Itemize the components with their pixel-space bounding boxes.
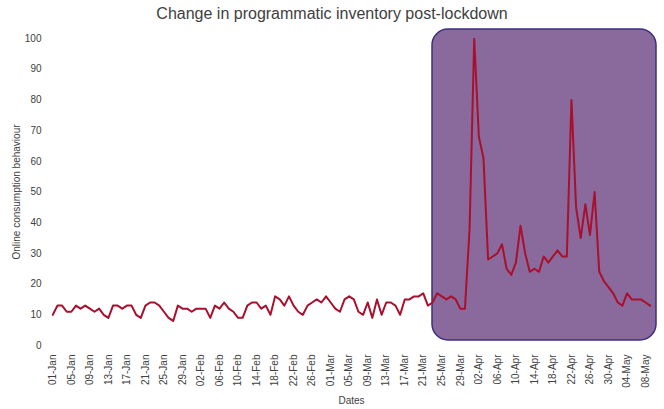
svg-text:90: 90 [30, 63, 42, 74]
svg-text:13-Mar: 13-Mar [380, 354, 391, 386]
svg-text:70: 70 [30, 125, 42, 136]
svg-text:18-Apr: 18-Apr [547, 354, 558, 385]
svg-text:40: 40 [30, 217, 42, 228]
svg-text:17-Mar: 17-Mar [399, 354, 410, 386]
svg-text:01-Mar: 01-Mar [325, 354, 336, 386]
svg-text:30: 30 [30, 248, 42, 259]
svg-text:20: 20 [30, 278, 42, 289]
svg-text:10: 10 [30, 309, 42, 320]
svg-text:10-Feb: 10-Feb [232, 354, 243, 386]
svg-text:21-Mar: 21-Mar [417, 354, 428, 386]
svg-text:22-Feb: 22-Feb [288, 354, 299, 386]
svg-text:09-Jan: 09-Jan [84, 355, 95, 386]
svg-text:18-Feb: 18-Feb [269, 354, 280, 386]
svg-text:21-Jan: 21-Jan [140, 355, 151, 386]
svg-text:04-May: 04-May [621, 355, 632, 388]
svg-text:09-Mar: 09-Mar [362, 354, 373, 386]
svg-text:29-Mar: 29-Mar [455, 354, 466, 386]
svg-text:Dates: Dates [338, 395, 364, 406]
svg-text:22-Apr: 22-Apr [566, 354, 577, 385]
svg-text:0: 0 [36, 340, 42, 351]
svg-text:26-Feb: 26-Feb [306, 354, 317, 386]
svg-text:100: 100 [25, 33, 42, 44]
svg-text:14-Apr: 14-Apr [529, 354, 540, 385]
svg-text:25-Jan: 25-Jan [158, 355, 169, 386]
svg-text:Online consumption behaviour: Online consumption behaviour [11, 124, 22, 260]
svg-text:50: 50 [30, 186, 42, 197]
svg-text:14-Feb: 14-Feb [251, 354, 262, 386]
html-text:Change in programmatic invento: Change in programmatic inventory post-lo… [156, 5, 508, 22]
svg-text:05-Mar: 05-Mar [343, 354, 354, 386]
svg-text:17-Jan: 17-Jan [121, 355, 132, 386]
svg-text:26-Apr: 26-Apr [584, 354, 595, 385]
svg-text:01-Jan: 01-Jan [47, 355, 58, 386]
svg-text:25-Mar: 25-Mar [436, 354, 447, 386]
svg-text:80: 80 [30, 94, 42, 105]
svg-text:05-Jan: 05-Jan [66, 355, 77, 386]
svg-text:30-Apr: 30-Apr [603, 354, 614, 385]
svg-text:02-Apr: 02-Apr [473, 354, 484, 385]
svg-text:29-Jan: 29-Jan [177, 355, 188, 386]
svg-text:13-Jan: 13-Jan [103, 355, 114, 386]
svg-text:06-Feb: 06-Feb [214, 354, 225, 386]
svg-text:60: 60 [30, 156, 42, 167]
svg-text:10-Apr: 10-Apr [510, 354, 521, 385]
svg-text:06-Apr: 06-Apr [492, 354, 503, 385]
svg-text:02-Feb: 02-Feb [195, 354, 206, 386]
svg-text:08-May: 08-May [640, 355, 651, 388]
